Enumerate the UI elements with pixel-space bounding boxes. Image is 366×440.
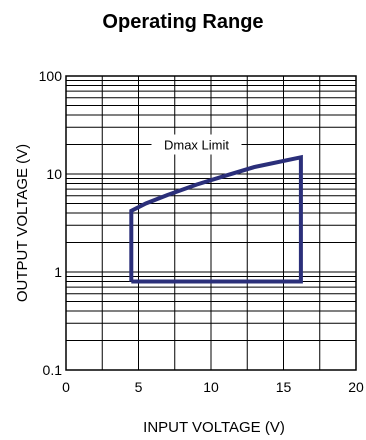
x-tick-label: 20 xyxy=(348,379,364,395)
y-tick-label: 0.1 xyxy=(43,362,63,378)
plot-frame xyxy=(65,75,357,371)
x-axis-label: INPUT VOLTAGE (V) xyxy=(143,419,285,436)
chart-title: Operating Range xyxy=(102,11,263,33)
y-tick-labels: 0.1 1 10 100 xyxy=(39,68,63,378)
y-tick-label: 1 xyxy=(54,264,62,280)
y-tick-label: 100 xyxy=(39,68,63,84)
operating-range-boundary xyxy=(129,154,303,284)
x-tick-label: 15 xyxy=(276,379,292,395)
x-tick-label: 0 xyxy=(62,379,70,395)
annotation-background xyxy=(151,134,242,155)
dmax-limit-annotation: Dmax Limit xyxy=(164,137,229,152)
y-tick-label: 10 xyxy=(46,166,62,182)
series-layer xyxy=(129,154,303,284)
grid xyxy=(66,76,356,370)
x-tick-label: 10 xyxy=(203,379,219,395)
x-tick-label: 5 xyxy=(135,379,143,395)
annotation-box xyxy=(151,134,242,155)
x-tick-labels: 0 5 10 15 20 xyxy=(62,379,364,395)
y-axis-label: OUTPUT VOLTAGE (V) xyxy=(14,144,31,302)
